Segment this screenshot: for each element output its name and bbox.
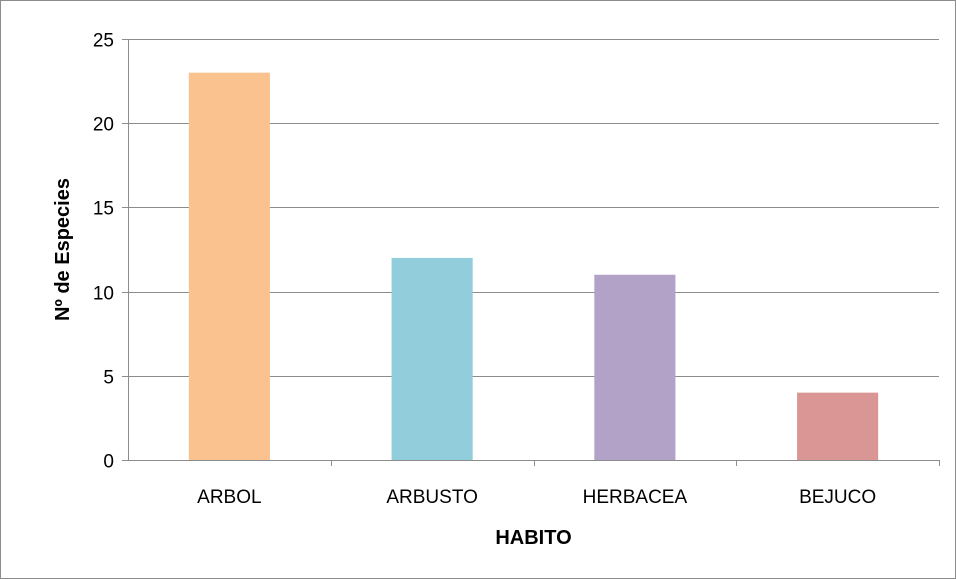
- bar-arbusto: [391, 257, 473, 460]
- x-tick-label-arbol: ARBOL: [197, 487, 261, 508]
- y-tick-label-0: 0: [103, 452, 114, 473]
- bars: [188, 72, 879, 461]
- x-tick-label-herbacea: HERBACEA: [583, 487, 688, 508]
- axes: [122, 39, 940, 466]
- bar-bejuco: [797, 392, 879, 460]
- y-tick-label-5: 5: [103, 368, 114, 389]
- y-tick-label-15: 15: [93, 199, 114, 220]
- x-tick-labels: ARBOL ARBUSTO HERBACEA BEJUCO: [197, 487, 876, 508]
- y-tick-labels: 0 5 10 15 20 25: [93, 31, 114, 473]
- y-tick-label-25: 25: [93, 31, 114, 52]
- x-tick-label-arbusto: ARBUSTO: [386, 487, 478, 508]
- y-tick-label-20: 20: [93, 115, 114, 136]
- bar-herbacea: [594, 274, 676, 460]
- x-axis-title: HABITO: [495, 527, 571, 549]
- y-tick-label-10: 10: [93, 284, 114, 305]
- bar-arbol: [188, 72, 270, 461]
- y-axis-title: Nº de Especies: [52, 178, 74, 321]
- x-tick-label-bejuco: BEJUCO: [799, 487, 876, 508]
